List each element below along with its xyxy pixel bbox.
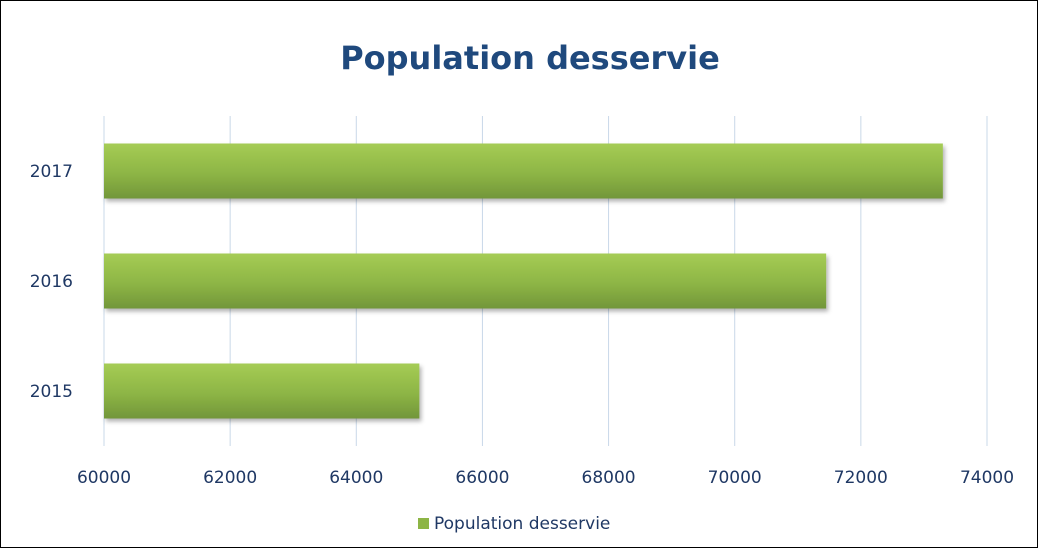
x-tick-label: 72000 <box>834 468 888 488</box>
x-tick-label: 66000 <box>455 468 509 488</box>
legend-swatch <box>418 518 429 529</box>
y-tick-label: 2017 <box>30 162 73 182</box>
bars <box>104 143 943 419</box>
y-tick-label: 2016 <box>30 272 73 292</box>
x-tick-label: 70000 <box>708 468 762 488</box>
x-tick-label: 68000 <box>582 468 636 488</box>
bar-2017 <box>104 143 943 199</box>
bar-2016 <box>104 253 827 309</box>
y-tick-label: 2015 <box>30 382 73 402</box>
y-axis-ticks: 2015 2016 2017 <box>30 162 73 402</box>
chart-title: Population desservie <box>340 39 720 77</box>
x-tick-label: 62000 <box>203 468 257 488</box>
legend-label: Population desservie <box>434 514 610 534</box>
legend: Population desservie <box>418 514 610 534</box>
x-axis-ticks: 60000 62000 64000 66000 68000 70000 72000 74000 <box>77 468 1014 488</box>
x-tick-label: 74000 <box>960 468 1014 488</box>
x-tick-label: 64000 <box>329 468 383 488</box>
bar-2015 <box>104 363 420 419</box>
x-tick-label: 60000 <box>77 468 131 488</box>
